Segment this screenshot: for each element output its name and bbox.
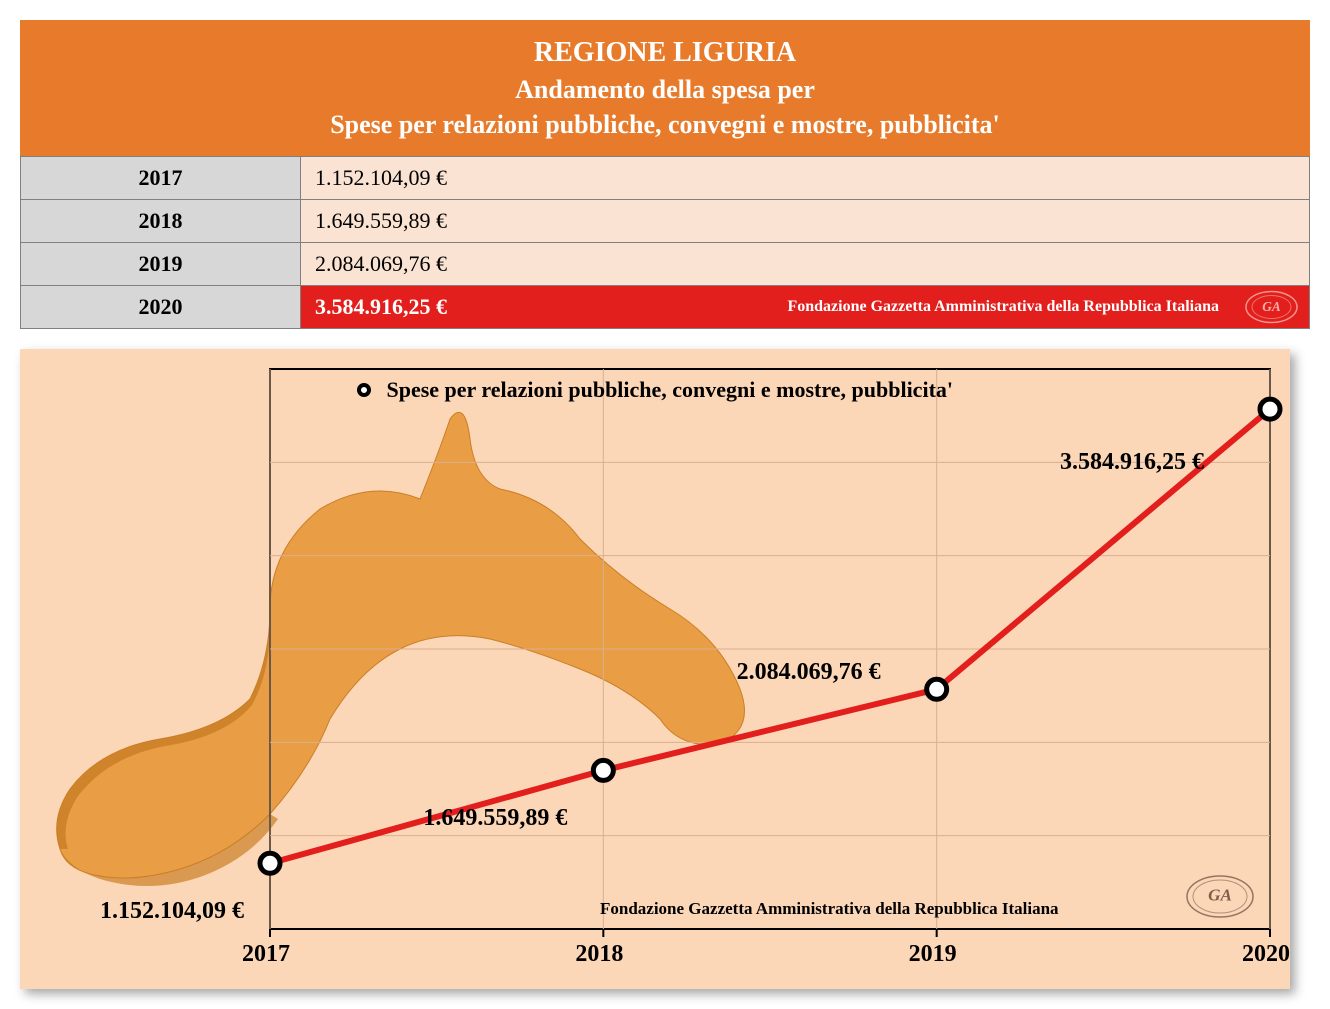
- chart-seal-icon: GA: [1185, 874, 1255, 919]
- spending-table: 20171.152.104,09 €20181.649.559,89 €2019…: [20, 156, 1310, 329]
- chart-legend: Spese per relazioni pubbliche, convegni …: [20, 377, 1290, 403]
- table-row: 20171.152.104,09 €: [21, 156, 1310, 199]
- svg-text:GA: GA: [1208, 885, 1232, 904]
- legend-marker-icon: [357, 383, 371, 397]
- value-cell: 2.084.069,76 €: [301, 242, 1310, 285]
- year-cell: 2019: [21, 242, 301, 285]
- year-cell: 2018: [21, 199, 301, 242]
- chart-credit-text: Fondazione Gazzetta Amministrativa della…: [600, 899, 1059, 919]
- table-seal-icon: GA: [1244, 289, 1299, 324]
- table-row: 20192.084.069,76 €: [21, 242, 1310, 285]
- table-credit-text: Fondazione Gazzetta Amministrativa della…: [787, 298, 1219, 316]
- value-cell: 1.649.559,89 €: [301, 199, 1310, 242]
- data-point-label: 3.584.916,25 €: [1060, 449, 1204, 476]
- data-point-label: 1.152.104,09 €: [100, 898, 244, 925]
- data-point-label: 2.084.069,76 €: [737, 659, 881, 686]
- chart-svg: [20, 349, 1290, 989]
- x-axis-label: 2018: [575, 941, 623, 968]
- value-cell: 1.152.104,09 €: [301, 156, 1310, 199]
- data-point-label: 1.649.559,89 €: [423, 805, 567, 832]
- x-axis-label: 2017: [242, 941, 290, 968]
- table-row: 20181.649.559,89 €: [21, 199, 1310, 242]
- year-cell: 2017: [21, 156, 301, 199]
- legend-label: Spese per relazioni pubbliche, convegni …: [386, 377, 953, 402]
- svg-text:GA: GA: [1262, 299, 1281, 314]
- header-line-2: Andamento della spesa per: [30, 72, 1300, 107]
- header-line-1: REGIONE LIGURIA: [30, 34, 1300, 72]
- header-line-3: Spese per relazioni pubbliche, convegni …: [30, 107, 1300, 142]
- header-banner: REGIONE LIGURIA Andamento della spesa pe…: [20, 20, 1310, 156]
- infographic-container: REGIONE LIGURIA Andamento della spesa pe…: [20, 20, 1310, 989]
- x-axis-label: 2019: [909, 941, 957, 968]
- value-cell: 3.584.916,25 € Fondazione Gazzetta Ammin…: [301, 285, 1310, 328]
- trend-chart: Spese per relazioni pubbliche, convegni …: [20, 349, 1290, 989]
- table-row: 20203.584.916,25 € Fondazione Gazzetta A…: [21, 285, 1310, 328]
- year-cell: 2020: [21, 285, 301, 328]
- x-axis-label: 2020: [1242, 941, 1290, 968]
